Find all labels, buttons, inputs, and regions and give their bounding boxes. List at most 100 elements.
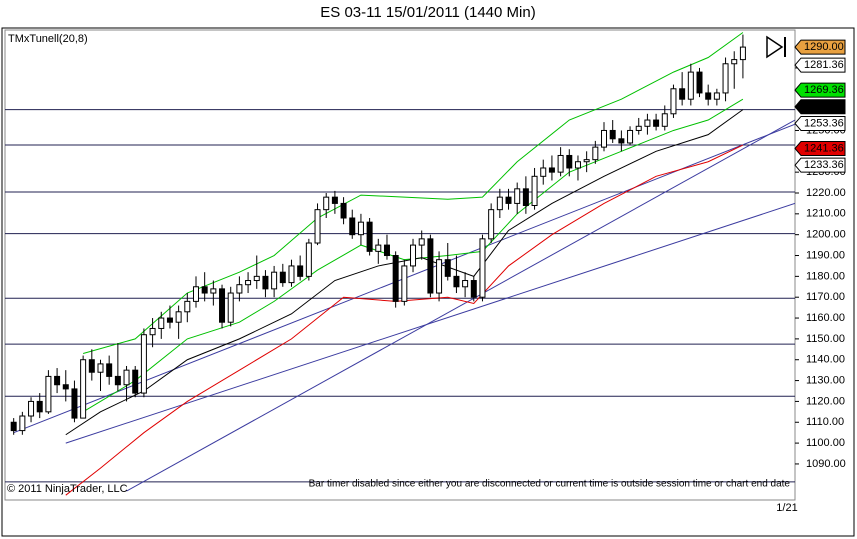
candle-body <box>722 63 729 94</box>
candle-body <box>705 92 712 100</box>
y-tick-label: 1180.00 <box>806 270 845 282</box>
candle-body <box>592 146 599 161</box>
y-tick-label: 1120.00 <box>806 395 845 407</box>
candle-body <box>696 71 703 94</box>
candle-body <box>661 113 668 127</box>
candle-body <box>340 202 347 219</box>
candle-body <box>375 244 382 252</box>
price-marker <box>794 39 846 55</box>
candle-body <box>713 92 720 100</box>
candle-body <box>288 265 295 284</box>
y-tick-label: 1170.00 <box>806 291 845 303</box>
candle-body <box>731 59 738 65</box>
y-tick-label: 1110.00 <box>806 416 844 428</box>
indicator-line <box>65 144 744 496</box>
candle-body <box>410 244 417 267</box>
candle-body <box>54 375 61 386</box>
y-tick-label: 1150.00 <box>806 333 845 345</box>
candle-body <box>583 159 590 163</box>
candle-body <box>28 400 35 417</box>
y-tick-label: 1100.00 <box>806 437 845 449</box>
y-tick-label: 1200.00 <box>806 229 846 241</box>
candle-body <box>149 327 156 336</box>
candle-body <box>62 384 69 390</box>
price-marker-label: 1281.36 <box>804 59 844 71</box>
candle-body <box>175 311 182 323</box>
scroll-end-button[interactable] <box>766 35 786 59</box>
copyright: © 2011 NinjaTrader, LLC <box>7 483 128 495</box>
price-marker-label: 1269.36 <box>804 84 844 96</box>
candle-body <box>71 388 78 419</box>
candle-body <box>357 221 364 236</box>
candle-body <box>140 334 147 394</box>
candle-body <box>10 421 17 432</box>
price-marker-label: 1241.36 <box>804 142 844 154</box>
candle-body <box>210 288 217 294</box>
candle-body <box>166 317 173 323</box>
candle-body <box>635 125 642 131</box>
candle-body <box>679 88 686 100</box>
candle-body <box>253 275 260 282</box>
candle-body <box>36 400 43 413</box>
candle-body <box>314 209 321 244</box>
candle-body <box>271 271 278 290</box>
y-tick-label: 1220.00 <box>806 187 846 199</box>
y-tick-label: 1210.00 <box>806 208 846 220</box>
candle-body <box>297 265 304 277</box>
candle-body <box>548 167 555 173</box>
candle-body <box>470 280 477 298</box>
candle-body <box>236 284 243 294</box>
candle-body <box>687 71 694 100</box>
y-tick-label: 1160.00 <box>806 312 845 324</box>
candle-body <box>245 280 252 286</box>
candle-body <box>505 196 512 204</box>
candle-body <box>444 259 451 277</box>
candle-body <box>488 209 495 240</box>
candle-body <box>739 46 746 61</box>
notice: Bar timer disabled since either you are … <box>309 479 791 490</box>
price-marker-label: 1290.00 <box>804 41 844 53</box>
candle-body <box>19 415 26 432</box>
indicator-line <box>82 98 744 413</box>
trend-line <box>126 119 795 492</box>
indicator-label: TMxTunell(20,8) <box>8 33 88 45</box>
candle-body <box>566 154 573 169</box>
y-tick-label: 1190.00 <box>806 249 845 261</box>
y-tick-label: 1090.00 <box>806 458 846 470</box>
candle-body <box>514 188 521 204</box>
x-label: 1/21 <box>776 502 797 514</box>
candle-body <box>192 286 199 302</box>
candle-body <box>184 300 191 313</box>
candle-body <box>557 154 564 173</box>
candle-body <box>401 265 408 302</box>
candle-body <box>80 359 87 419</box>
candle-body <box>262 275 269 290</box>
candle-body <box>522 188 529 206</box>
price-marker <box>794 99 846 115</box>
chart-title: ES 03-11 15/01/2011 (1440 Min) <box>320 4 535 21</box>
plot-layer <box>5 32 795 496</box>
candle-body <box>323 196 330 211</box>
candle-body <box>574 161 581 169</box>
candle-body <box>453 275 460 288</box>
candle-body <box>496 196 503 211</box>
candle-body <box>627 129 634 144</box>
candle-body <box>436 259 443 294</box>
candle-body <box>106 363 113 377</box>
candle-body <box>45 375 52 413</box>
price-marker <box>794 57 846 73</box>
price-marker <box>794 140 846 156</box>
candle-body <box>349 217 356 236</box>
candle-body <box>540 167 547 177</box>
plot-area <box>4 29 796 501</box>
candle-body <box>158 317 165 329</box>
candle-body <box>653 119 660 127</box>
candle-body <box>132 369 139 394</box>
candle-body <box>609 129 616 140</box>
price-marker-label: 1253.36 <box>804 117 844 129</box>
candle-body <box>331 196 338 204</box>
trend-line <box>65 202 795 444</box>
price-marker <box>794 82 846 98</box>
candle-body <box>279 271 286 284</box>
